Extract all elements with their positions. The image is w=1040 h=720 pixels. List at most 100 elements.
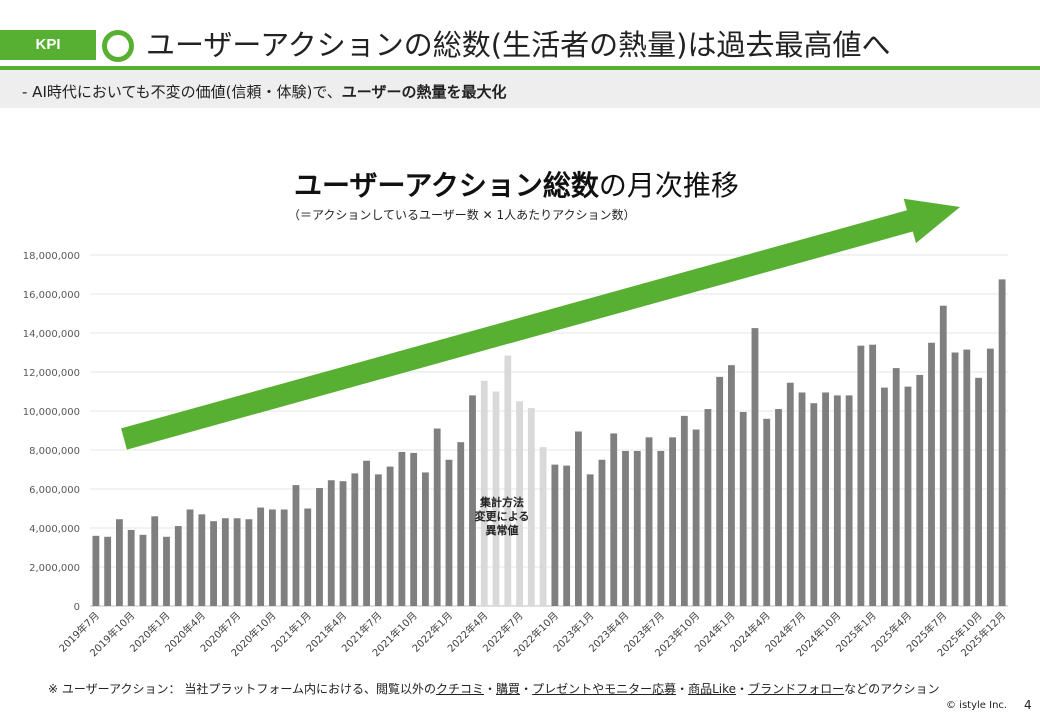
bar — [210, 521, 217, 606]
anomaly-line-1: 集計方法 — [480, 496, 524, 509]
bar — [986, 348, 994, 606]
bar — [881, 387, 888, 606]
bar — [339, 481, 347, 606]
bar — [351, 473, 359, 606]
bar — [975, 377, 982, 606]
bar — [92, 535, 100, 606]
bar — [857, 345, 865, 606]
bar — [410, 452, 418, 606]
bar — [716, 376, 724, 606]
bar — [245, 519, 253, 606]
bar — [504, 355, 512, 606]
trend-arrow — [121, 198, 961, 450]
anomaly-annotation: 集計方法 変更による 異常値 — [462, 496, 542, 538]
chart-title: ユーザーアクション総数の月次推移 — [294, 164, 739, 204]
y-tick-label: 18,000,000 — [23, 251, 80, 262]
bar — [516, 401, 523, 606]
bar — [163, 536, 170, 606]
bar — [292, 485, 300, 606]
bar — [680, 415, 688, 606]
y-tick-label: 10,000,000 — [23, 407, 80, 418]
bar — [998, 279, 1006, 606]
anomaly-line-2: 変更による — [474, 510, 530, 523]
bar — [269, 509, 276, 606]
bar — [798, 392, 806, 606]
bar — [822, 392, 829, 606]
kpi-tag: KPI — [0, 30, 96, 60]
bar — [692, 429, 700, 606]
y-tick-label: 12,000,000 — [23, 368, 80, 379]
y-tick-label: 14,000,000 — [23, 329, 80, 340]
bar — [669, 437, 676, 606]
chart-title-bold: ユーザーアクション総数 — [294, 169, 599, 202]
bar — [127, 529, 135, 606]
footnote-item: プレゼントやモニター応募 — [532, 682, 677, 696]
bar — [422, 472, 429, 606]
subheader-prefix: - AI時代においても不変の価値(信頼・体験)で、 — [22, 83, 342, 101]
bar — [598, 459, 606, 606]
title-divider — [0, 66, 1040, 70]
bar — [575, 431, 582, 606]
footnote-item: 購買 — [496, 682, 521, 696]
bar — [763, 418, 771, 606]
bar — [398, 451, 406, 606]
bar — [551, 464, 559, 606]
bar — [751, 328, 759, 606]
bar — [845, 395, 853, 606]
y-tick-label: 6,000,000 — [29, 485, 80, 496]
subheader-text: - AI時代においても不変の価値(信頼・体験)で、ユーザーの熱量を最大化 — [22, 81, 506, 102]
bar — [775, 409, 782, 606]
bar — [257, 507, 265, 606]
bar — [728, 365, 735, 606]
bar — [363, 460, 370, 606]
bar — [445, 459, 453, 606]
bar — [527, 408, 535, 606]
page-number: 4 — [1024, 698, 1032, 712]
subheader-bar — [0, 70, 1040, 108]
bar — [586, 474, 594, 606]
footnote-suffix: などのアクション — [844, 682, 940, 696]
bar — [198, 514, 206, 606]
bar — [139, 534, 147, 606]
chart-subtitle: （＝アクションしているユーザー数 ✕ 1人あたりアクション数） — [288, 208, 636, 222]
bar — [374, 474, 382, 606]
bar — [892, 368, 900, 606]
footnote: ※ ユーザーアクション： 当社プラットフォーム内における、閲覧以外のクチコミ・購… — [48, 682, 940, 696]
bar — [833, 395, 841, 606]
bar — [280, 509, 288, 606]
footnote-prefix: ※ ユーザーアクション： 当社プラットフォーム内における、閲覧以外の — [48, 682, 437, 696]
footnote-item: 商品Like — [688, 682, 737, 696]
bar — [386, 466, 394, 606]
bar — [904, 386, 912, 606]
bar — [316, 488, 323, 606]
bar — [469, 395, 476, 606]
bar — [869, 344, 877, 606]
bar — [104, 536, 112, 606]
bar — [939, 305, 947, 606]
bar — [457, 442, 465, 606]
bar — [928, 342, 935, 606]
bar — [704, 409, 712, 606]
bar — [480, 380, 488, 606]
bar — [563, 465, 571, 606]
bar — [233, 518, 241, 606]
bar — [186, 509, 194, 606]
bar — [539, 447, 547, 606]
bar — [492, 391, 500, 606]
bar — [174, 526, 182, 606]
bar — [610, 433, 618, 606]
y-tick-label: 16,000,000 — [23, 290, 80, 301]
chart-title-rest: の月次推移 — [598, 169, 739, 202]
bar — [916, 374, 924, 606]
anomaly-line-3: 異常値 — [485, 524, 519, 537]
y-tick-label: 8,000,000 — [29, 446, 80, 457]
bar — [633, 450, 641, 606]
bar — [622, 450, 629, 606]
bar — [116, 519, 123, 606]
bar — [221, 518, 229, 606]
bar — [951, 352, 959, 606]
footnote-item: ブランドフォロー — [748, 682, 845, 696]
bar — [327, 480, 335, 606]
copyright: © istyle Inc. — [946, 700, 1008, 711]
